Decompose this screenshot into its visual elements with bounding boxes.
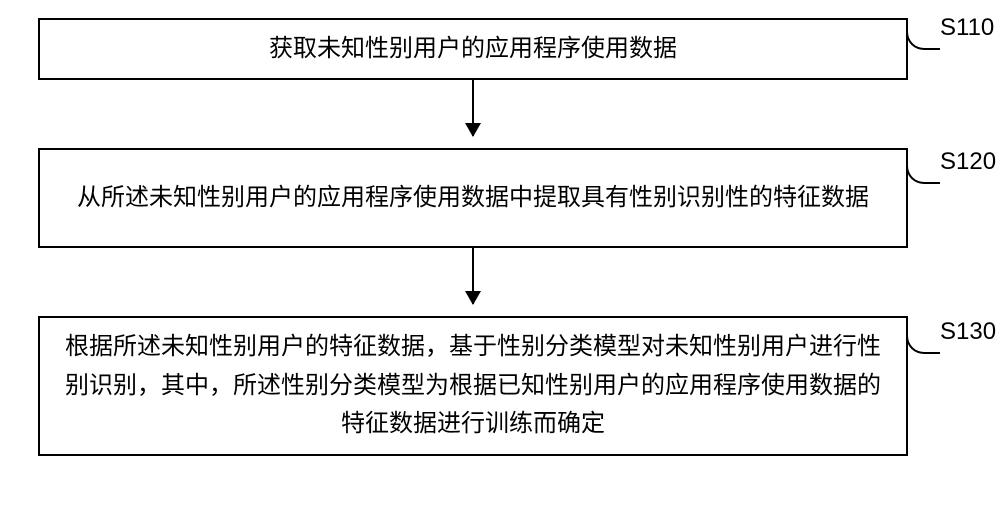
step-label-s110: S110 [940,14,994,42]
arrow-1 [472,80,474,136]
step-connector-s110 [906,30,940,50]
step-text-s110: 获取未知性别用户的应用程序使用数据 [269,30,677,68]
step-text-s120: 从所述未知性别用户的应用程序使用数据中提取具有性别识别性的特征数据 [77,179,869,217]
step-box-s110: 获取未知性别用户的应用程序使用数据 [38,18,908,80]
step-connector-s120 [906,164,940,184]
arrow-2 [472,248,474,304]
step-label-s130: S130 [940,318,996,346]
step-label-s120: S120 [940,148,996,176]
step-text-s130: 根据所述未知性别用户的特征数据，基于性别分类模型对未知性别用户进行性别识别，其中… [60,328,886,443]
step-box-s130: 根据所述未知性别用户的特征数据，基于性别分类模型对未知性别用户进行性别识别，其中… [38,316,908,456]
flowchart-container: 获取未知性别用户的应用程序使用数据 S110 从所述未知性别用户的应用程序使用数… [0,0,1000,509]
step-connector-s130 [906,334,940,354]
step-box-s120: 从所述未知性别用户的应用程序使用数据中提取具有性别识别性的特征数据 [38,148,908,248]
